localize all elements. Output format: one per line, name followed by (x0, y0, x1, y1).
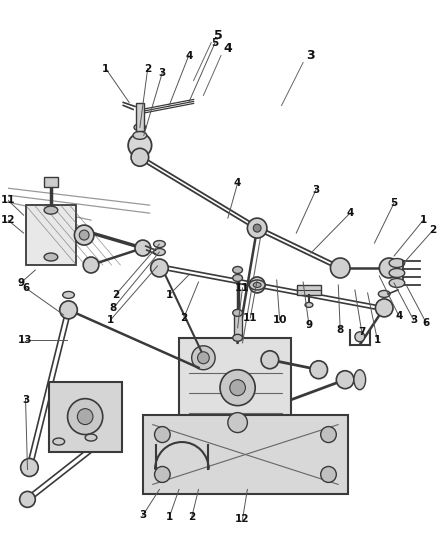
Text: 1: 1 (166, 290, 173, 300)
Text: 3: 3 (410, 315, 417, 325)
Circle shape (247, 218, 267, 238)
Polygon shape (143, 415, 348, 495)
Text: 1: 1 (102, 63, 110, 74)
Text: 3: 3 (159, 68, 166, 77)
Circle shape (155, 466, 170, 482)
Text: 4: 4 (185, 51, 192, 61)
Ellipse shape (134, 124, 146, 131)
Ellipse shape (154, 240, 165, 247)
Text: 2: 2 (180, 313, 187, 323)
Ellipse shape (389, 269, 405, 278)
Circle shape (249, 277, 265, 293)
Polygon shape (179, 338, 291, 438)
Circle shape (336, 371, 354, 389)
Text: 4: 4 (395, 311, 403, 321)
Text: 2: 2 (112, 290, 119, 300)
Ellipse shape (233, 266, 243, 273)
Circle shape (83, 257, 99, 273)
Circle shape (131, 148, 148, 166)
Ellipse shape (389, 278, 405, 287)
Circle shape (155, 426, 170, 442)
Circle shape (79, 230, 89, 240)
Text: 12: 12 (235, 514, 250, 524)
Circle shape (330, 258, 350, 278)
Text: 8: 8 (110, 303, 117, 313)
Circle shape (355, 332, 365, 342)
Ellipse shape (233, 274, 243, 281)
Circle shape (253, 224, 261, 232)
Text: 9: 9 (17, 278, 24, 288)
Text: 12: 12 (1, 215, 15, 225)
Ellipse shape (44, 206, 58, 214)
Circle shape (78, 409, 93, 425)
Circle shape (21, 458, 38, 477)
Text: 4: 4 (234, 178, 241, 188)
Bar (44, 177, 58, 187)
Circle shape (135, 240, 151, 256)
Text: 11: 11 (235, 283, 250, 293)
Ellipse shape (305, 302, 313, 308)
Bar (234, 313, 241, 338)
Text: 2: 2 (188, 512, 195, 522)
Text: 5: 5 (212, 38, 219, 47)
Text: 7: 7 (358, 327, 365, 337)
Text: 8: 8 (337, 325, 344, 335)
Circle shape (20, 491, 35, 507)
Text: 3: 3 (139, 511, 146, 520)
Ellipse shape (85, 434, 97, 441)
Text: 4: 4 (223, 42, 232, 55)
Text: 5: 5 (214, 29, 223, 42)
Polygon shape (25, 205, 76, 265)
Text: 11: 11 (243, 313, 258, 323)
Ellipse shape (133, 131, 147, 139)
Text: 9: 9 (305, 320, 313, 330)
Text: 3: 3 (22, 394, 29, 405)
Circle shape (228, 413, 247, 433)
Bar (136, 103, 144, 131)
Text: 6: 6 (22, 283, 29, 293)
Circle shape (375, 299, 393, 317)
Text: 1: 1 (374, 335, 381, 345)
Circle shape (230, 379, 245, 395)
Ellipse shape (378, 290, 390, 297)
Ellipse shape (249, 280, 265, 290)
Text: 2: 2 (144, 63, 151, 74)
Text: 11: 11 (1, 195, 15, 205)
Ellipse shape (154, 248, 165, 255)
Ellipse shape (253, 282, 261, 287)
Text: 6: 6 (423, 318, 430, 328)
Text: 2: 2 (429, 225, 437, 235)
Circle shape (60, 301, 78, 319)
Circle shape (192, 346, 215, 370)
Text: 1: 1 (166, 512, 173, 522)
Ellipse shape (233, 334, 243, 341)
Text: 13: 13 (18, 335, 33, 345)
Text: 1: 1 (420, 215, 427, 225)
Circle shape (128, 133, 152, 157)
Circle shape (310, 361, 328, 379)
Ellipse shape (53, 438, 65, 445)
Text: 3: 3 (312, 185, 319, 195)
Ellipse shape (233, 309, 243, 317)
Circle shape (198, 352, 209, 364)
Circle shape (220, 370, 255, 406)
Text: 3: 3 (307, 49, 315, 62)
Circle shape (261, 351, 279, 369)
Circle shape (151, 259, 168, 277)
Ellipse shape (389, 259, 405, 268)
Circle shape (379, 258, 399, 278)
Bar (297, 285, 321, 295)
Circle shape (321, 426, 336, 442)
Circle shape (74, 225, 94, 245)
Polygon shape (49, 382, 122, 451)
Circle shape (321, 466, 336, 482)
Text: 10: 10 (272, 315, 287, 325)
Ellipse shape (63, 292, 74, 298)
Text: 5: 5 (390, 198, 398, 208)
Ellipse shape (44, 253, 58, 261)
Circle shape (67, 399, 103, 434)
Ellipse shape (354, 370, 366, 390)
Text: 1: 1 (107, 315, 114, 325)
Text: 4: 4 (346, 208, 354, 218)
